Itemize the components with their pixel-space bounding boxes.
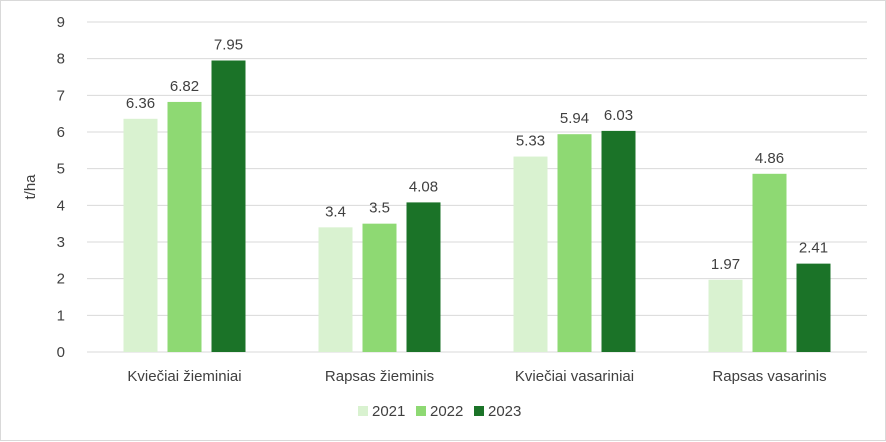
y-tick-label: 6 [57, 124, 65, 141]
y-tick-label: 9 [57, 14, 65, 31]
data-label: 6.03 [604, 107, 633, 124]
category-label: Kviečiai žieminiai [127, 368, 241, 385]
bar-2022 [167, 101, 202, 352]
bar-2022 [362, 223, 397, 352]
bar-2023 [796, 263, 831, 352]
y-tick-label: 3 [57, 234, 65, 251]
bar-2021 [318, 227, 353, 352]
y-tick-label: 5 [57, 161, 65, 178]
data-label: 5.94 [560, 110, 589, 127]
legend: 2021 2022 2023 [358, 403, 521, 420]
category-label: Kviečiai vasariniai [515, 368, 634, 385]
bar-2021 [123, 118, 158, 352]
category-label: Rapsas žieminis [325, 368, 434, 385]
legend-label: 2022 [430, 403, 463, 420]
legend-swatch [358, 406, 368, 416]
data-label: 4.86 [755, 150, 784, 167]
gridlines [87, 21, 867, 353]
y-tick-label: 4 [57, 197, 65, 214]
bar-2023 [406, 202, 441, 352]
y-tick-label: 0 [57, 344, 65, 361]
bar-2023 [601, 130, 636, 352]
bar-2023 [211, 60, 246, 352]
legend-label: 2021 [372, 403, 405, 420]
bars [123, 60, 831, 352]
data-label: 3.4 [325, 203, 346, 220]
data-label: 6.82 [170, 78, 199, 95]
y-tick-label: 7 [57, 87, 65, 104]
data-label: 2.41 [799, 240, 828, 257]
data-label: 7.95 [214, 37, 243, 54]
x-axis-categories: Kviečiai žieminiai Rapsas žieminis Kviečia… [127, 368, 826, 385]
legend-swatch [416, 406, 426, 416]
legend-label: 2023 [488, 403, 521, 420]
y-tick-label: 2 [57, 271, 65, 288]
y-axis-title: t/ha [22, 174, 39, 200]
bar-2021 [513, 156, 548, 352]
legend-swatch [474, 406, 484, 416]
data-label: 1.97 [711, 256, 740, 273]
bar-2021 [708, 279, 743, 352]
category-label: Rapsas vasarinis [712, 368, 826, 385]
data-label: 3.5 [369, 200, 390, 217]
y-tick-label: 1 [57, 307, 65, 324]
y-axis-ticks: 0 1 2 3 4 5 6 7 8 9 [57, 14, 65, 361]
data-labels: 6.36 6.82 7.95 3.4 3.5 4.08 5.33 5.94 6.03 1.97 4.… [126, 37, 828, 273]
y-tick-label: 8 [57, 51, 65, 68]
data-label: 4.08 [409, 178, 438, 195]
data-label: 5.33 [516, 133, 545, 150]
data-label: 6.36 [126, 95, 155, 112]
bar-2022 [557, 134, 592, 352]
bar-2022 [752, 173, 787, 352]
